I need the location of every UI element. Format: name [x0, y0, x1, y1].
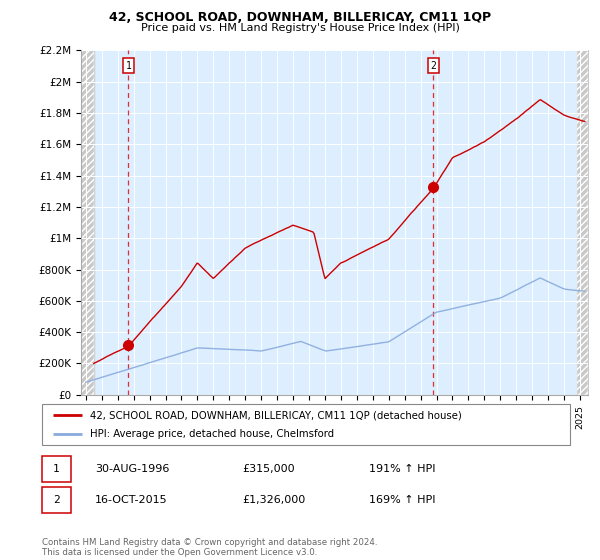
Text: 2: 2	[53, 495, 60, 505]
Text: 2: 2	[430, 61, 436, 71]
Text: 30-AUG-1996: 30-AUG-1996	[95, 464, 169, 474]
Bar	[42, 487, 71, 513]
Text: HPI: Average price, detached house, Chelmsford: HPI: Average price, detached house, Chel…	[89, 429, 334, 439]
Text: 169% ↑ HPI: 169% ↑ HPI	[370, 495, 436, 505]
Text: Price paid vs. HM Land Registry's House Price Index (HPI): Price paid vs. HM Land Registry's House …	[140, 23, 460, 33]
Text: 16-OCT-2015: 16-OCT-2015	[95, 495, 167, 505]
Text: 42, SCHOOL ROAD, DOWNHAM, BILLERICAY, CM11 1QP: 42, SCHOOL ROAD, DOWNHAM, BILLERICAY, CM…	[109, 11, 491, 24]
Text: £315,000: £315,000	[242, 464, 295, 474]
Text: 191% ↑ HPI: 191% ↑ HPI	[370, 464, 436, 474]
Bar	[42, 456, 71, 482]
Text: 1: 1	[125, 61, 131, 71]
Text: Contains HM Land Registry data © Crown copyright and database right 2024.
This d: Contains HM Land Registry data © Crown c…	[42, 538, 377, 557]
Text: 1: 1	[53, 464, 60, 474]
Text: 42, SCHOOL ROAD, DOWNHAM, BILLERICAY, CM11 1QP (detached house): 42, SCHOOL ROAD, DOWNHAM, BILLERICAY, CM…	[89, 410, 461, 421]
Text: £1,326,000: £1,326,000	[242, 495, 306, 505]
